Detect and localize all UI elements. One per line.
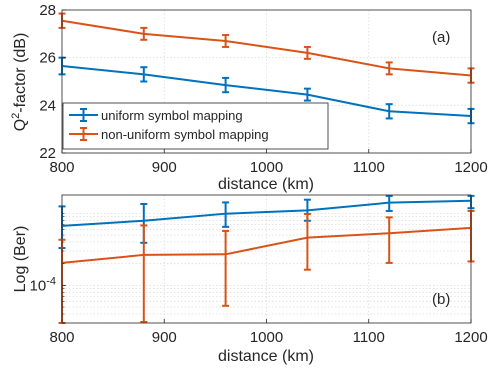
legend-box: [62, 102, 329, 150]
panel-a-tag: (a): [432, 29, 450, 46]
panel-b-y-axis-label: Log (Ber): [12, 226, 29, 293]
panel-b-series: [58, 194, 475, 324]
tick-label-x: 1100: [353, 329, 385, 346]
tick-label-x: 800: [49, 159, 74, 176]
tick-label-x: 1000: [250, 329, 283, 346]
legend-label-uniform: uniform symbol mapping: [101, 108, 243, 123]
tick-label-x: 1200: [454, 159, 487, 176]
panel-a-y-axis-label-sup: 2: [10, 113, 22, 119]
tick-label-x: 1000: [250, 159, 283, 176]
panel-a-y-axis-label-base: Q: [12, 119, 29, 131]
tick-label-x: 900: [152, 159, 177, 176]
tick-label-y: 10-4: [30, 275, 56, 294]
tick-label-x: 1200: [454, 329, 487, 346]
panel-b-tag: (b): [432, 291, 450, 308]
panel-b-ticks: 800 900 1000 1100 1200 10-4: [30, 213, 488, 346]
series-line: [61, 19, 472, 77]
series-line: [61, 226, 472, 264]
panel-a-y-axis-label: Q2-factor (dB): [10, 33, 29, 132]
legend: uniform symbol mapping non-uniform symbo…: [62, 102, 329, 150]
tick-label-x: 800: [49, 329, 74, 346]
legend-entry-uniform: uniform symbol mapping: [69, 108, 243, 123]
legend-label-non-uniform: non-uniform symbol mapping: [101, 127, 269, 142]
tick-label-y: 24: [39, 97, 56, 114]
panel-a-x-axis-label: distance (km): [218, 176, 314, 193]
panel-a-y-axis-label-rest: -factor (dB): [12, 33, 29, 113]
series-line: [61, 199, 472, 227]
tick-label-y: 26: [39, 50, 56, 67]
panel-a-ticks: 800 900 1000 1100 1200 22 24 26 28: [39, 2, 487, 176]
tick-label-x: 1100: [353, 159, 385, 176]
panel-b-x-axis-label: distance (km): [218, 348, 314, 365]
series-line: [61, 65, 472, 118]
tick-label-x: 900: [152, 329, 177, 346]
tick-label-y: 28: [39, 2, 56, 19]
tick-label-y: 22: [39, 145, 56, 162]
legend-entry-non-uniform: non-uniform symbol mapping: [69, 127, 269, 142]
